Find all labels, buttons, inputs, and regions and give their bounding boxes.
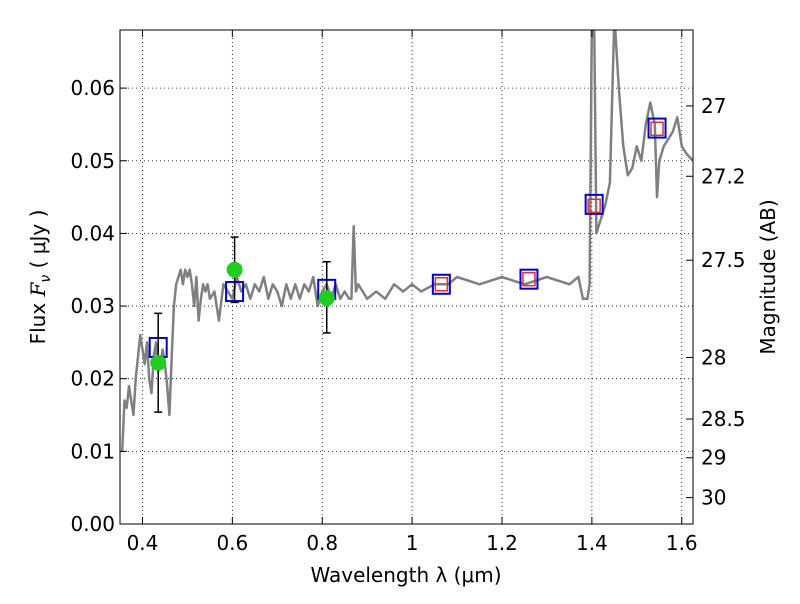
y2-tick-label: 27.5 xyxy=(701,248,746,272)
y-tick-label: 0.04 xyxy=(70,221,115,245)
axes-frame xyxy=(119,29,694,525)
y2-tick-label: 30 xyxy=(701,486,726,510)
grid xyxy=(120,30,693,525)
y-tick-label: 0.00 xyxy=(70,512,115,536)
model-flux-marker xyxy=(522,271,536,287)
y2-tick-label: 27 xyxy=(701,94,726,118)
y-axis-label-suffix: ( μJy ) xyxy=(26,210,50,275)
measured-point xyxy=(226,261,243,278)
x-tick-label: 1.2 xyxy=(486,531,518,555)
x-tick-label: 1.6 xyxy=(666,531,698,555)
observed-flux-marker xyxy=(584,193,604,215)
x-tick-label: 0.6 xyxy=(216,531,248,555)
y2-tick-label: 28.5 xyxy=(701,407,746,431)
x-axis-label: Wavelength λ (μm) xyxy=(310,563,501,587)
y-tick-label: 0.01 xyxy=(70,439,115,463)
y2-axis-label: Magnitude (AB) xyxy=(756,199,780,354)
ticks: 0.4 0.6 0.8 1 1.2 1.4 1.6 0.00 0.01 0.02 0.03 0.04 0… xyxy=(70,30,746,555)
y-tick-label: 0.06 xyxy=(70,76,115,100)
x-tick-label: 0.8 xyxy=(306,531,338,555)
y-tick-label: 0.02 xyxy=(70,367,115,391)
x-tick-label: 1.4 xyxy=(576,531,608,555)
observed-flux-marker xyxy=(647,117,667,139)
y-axis-label-var: F xyxy=(26,281,50,297)
y-axis-label: Flux Fν ( μJy ) xyxy=(26,210,54,345)
observed-flux-marker xyxy=(519,268,539,290)
y-tick-label: 0.05 xyxy=(70,149,115,173)
model-spectrum-line xyxy=(120,30,693,452)
measured-point xyxy=(150,354,167,371)
y-axis-label-prefix: Flux xyxy=(26,296,50,344)
data-points xyxy=(148,117,667,413)
plot-area xyxy=(120,30,693,452)
y-axis-label-sub: ν xyxy=(38,275,54,283)
model-flux-marker xyxy=(587,198,601,214)
model-flux-marker xyxy=(650,121,664,137)
x-tick-label: 0.4 xyxy=(127,531,159,555)
observed-flux-marker xyxy=(431,273,451,295)
model-flux-marker xyxy=(434,277,449,292)
y2-tick-label: 29 xyxy=(701,446,726,470)
y-tick-label: 0.03 xyxy=(70,294,115,318)
measured-point xyxy=(318,290,335,307)
y2-tick-label: 27.2 xyxy=(701,164,746,188)
y2-tick-label: 28 xyxy=(701,346,726,370)
x-tick-label: 1 xyxy=(406,531,419,555)
